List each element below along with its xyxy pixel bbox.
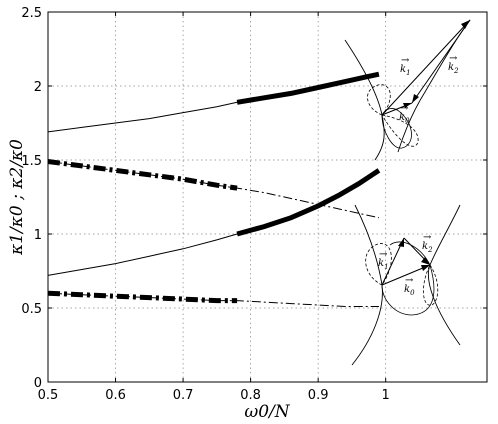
x-tick-label: 0.8	[240, 388, 261, 403]
x-tick-label: 0.6	[105, 388, 126, 403]
k2-vector-mark-lower: →	[423, 232, 432, 243]
k2-arrowhead-upper	[412, 94, 419, 103]
k1-vector-mark-upper: →	[401, 55, 410, 66]
x-tick-label: 0.7	[173, 388, 194, 403]
y-tick-label: 2.5	[21, 6, 42, 21]
k2-label-lower: k2	[422, 241, 433, 254]
series-thick-segment-4	[47, 290, 238, 304]
inset-diagram-lower: k1 k2 k0 → → →	[351, 204, 461, 366]
y-tick-label: 1.5	[21, 154, 42, 169]
grid-lines	[48, 12, 487, 382]
k1-arrow-upper	[381, 19, 471, 116]
k2-label-upper: k2	[448, 62, 459, 75]
y-axis-ticks: 0 0.5 1 1.5 2 2.5	[21, 6, 487, 391]
k1-label-upper: k1	[400, 64, 411, 77]
k0-vector-mark-lower: →	[405, 275, 414, 286]
k2-arrowhead-lower	[421, 257, 430, 265]
k1-arrowhead-upper	[461, 20, 470, 29]
inset-diagram-upper: k1 k2 k0 → → →	[344, 19, 471, 161]
x-tick-label: 1	[382, 388, 390, 403]
y-tick-label: 0.5	[21, 302, 42, 317]
k0-arrowhead-upper	[403, 103, 412, 108]
y-axis-label: κ1/κ0 ; κ2/κ0	[7, 139, 27, 256]
data-series	[47, 71, 381, 307]
inset-upper-dashed-lobe-left	[367, 84, 391, 116]
k2-arrow-upper	[411, 19, 471, 104]
k0-arrow-lower	[381, 264, 431, 286]
x-tick-label: 0.5	[38, 388, 59, 403]
k2-vector-mark-upper: →	[449, 53, 458, 64]
k0-vector-mark-upper: →	[400, 103, 409, 114]
x-tick-label: 0.9	[308, 388, 329, 403]
y-tick-label: 0	[34, 376, 42, 391]
k0-label-lower: k0	[404, 284, 415, 297]
k0-arrowhead-lower	[421, 265, 430, 271]
y-tick-label: 2	[34, 80, 42, 95]
plot-area	[47, 11, 488, 383]
k1-arrowhead-lower	[398, 238, 404, 247]
k0-label-upper: k0	[399, 112, 410, 125]
series-thick-segment-1	[236, 71, 380, 105]
inset-lower-dashed-lobe-right	[423, 264, 439, 306]
series-thick-segment-3	[47, 159, 238, 191]
k1-label-lower: k1	[378, 258, 389, 271]
series-thick-segment-2	[236, 168, 381, 237]
x-axis-ticks: 0.5 0.6 0.7 0.8 0.9 1	[38, 12, 390, 403]
k1-vector-mark-lower: →	[379, 249, 388, 260]
inset-upper-dashed-lobe-right	[381, 114, 419, 147]
inset-lower-dashed-lobe-left	[365, 243, 392, 286]
y-tick-label: 1	[34, 228, 42, 243]
x-axis-label: ω0/N	[244, 402, 290, 422]
inset-upper-solid-lobe	[381, 108, 412, 149]
